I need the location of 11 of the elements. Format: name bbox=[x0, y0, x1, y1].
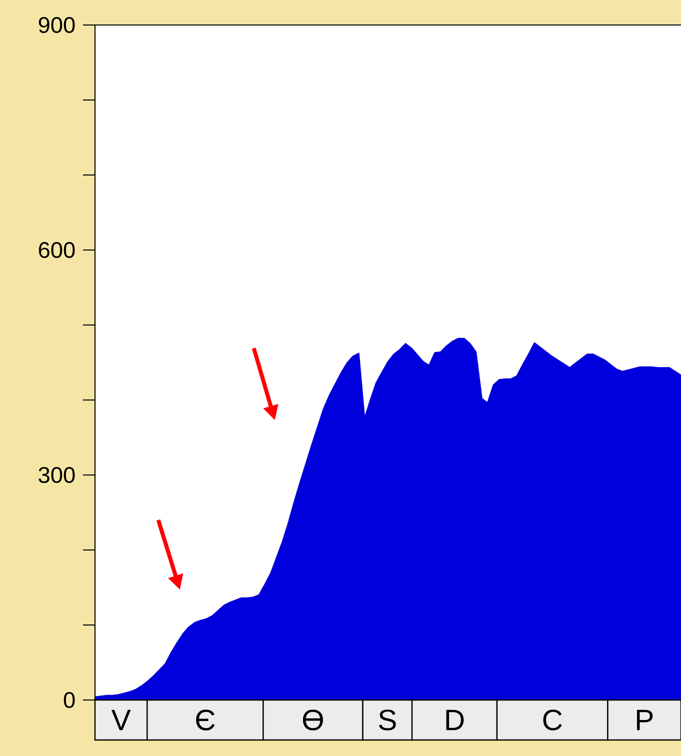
text: S bbox=[378, 710, 396, 730]
text: V bbox=[111, 710, 131, 730]
y-tick-label: 900 bbox=[38, 16, 75, 34]
text: Ө bbox=[302, 710, 323, 730]
y-tick-label: 0 bbox=[64, 692, 75, 708]
text: P bbox=[636, 710, 653, 730]
y-tick-label: 300 bbox=[38, 466, 75, 484]
y-tick-label: 600 bbox=[38, 242, 75, 258]
text: D bbox=[446, 710, 464, 730]
text: C bbox=[543, 710, 562, 730]
text: Є bbox=[196, 710, 215, 730]
